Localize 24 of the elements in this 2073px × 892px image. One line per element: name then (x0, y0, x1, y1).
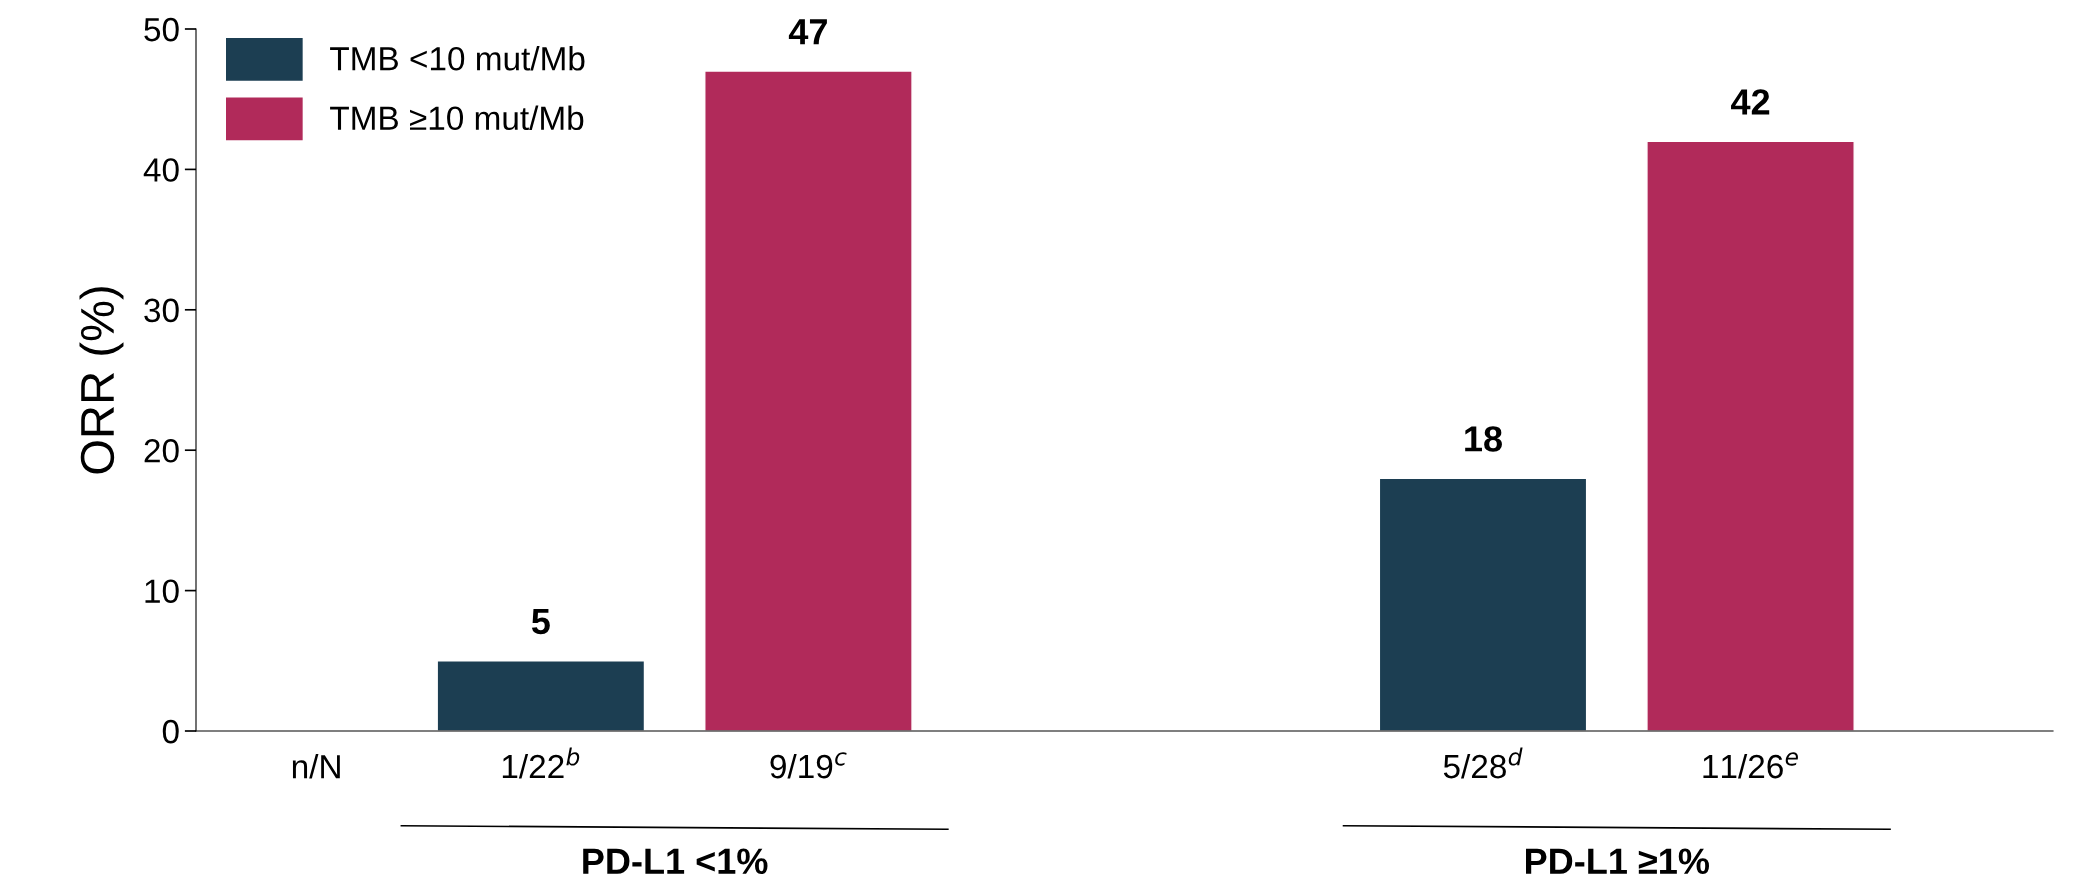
y-tick-label: 20 (144, 439, 179, 463)
text: n/N (292, 754, 340, 779)
x-tick-label: PD-L1 <1% (583, 848, 768, 874)
y-tick-label: 10 (145, 579, 179, 604)
y-axis-title: ORR (%) (79, 287, 124, 474)
y-tick-label: 40 (143, 158, 179, 182)
text: 5/28$^{d}$ (1443, 747, 1523, 779)
bar (1378, 477, 1588, 731)
legend-label: TMB ≥10 mut/Mb (330, 105, 584, 131)
text: 9/19$^{c}$ (770, 752, 847, 779)
y-tick-label: 0 (162, 719, 179, 744)
data-label: 18 (1465, 426, 1502, 452)
legend-label: TMB <10 mut/Mb (330, 46, 585, 71)
data-label: 42 (1731, 89, 1770, 115)
y-tick-label: 30 (144, 298, 179, 323)
y-tick-label: 50 (144, 17, 179, 42)
bar (1646, 140, 1855, 731)
data-label: 47 (788, 19, 827, 45)
bar (436, 660, 646, 731)
data-label: 5 (531, 609, 550, 635)
bar (704, 70, 913, 731)
x-tick-label: PD-L1 ≥1% (1526, 848, 1710, 874)
text: 1/22$^{b}$ (502, 747, 580, 779)
text: 11/26$^{e}$ (1703, 752, 1798, 779)
